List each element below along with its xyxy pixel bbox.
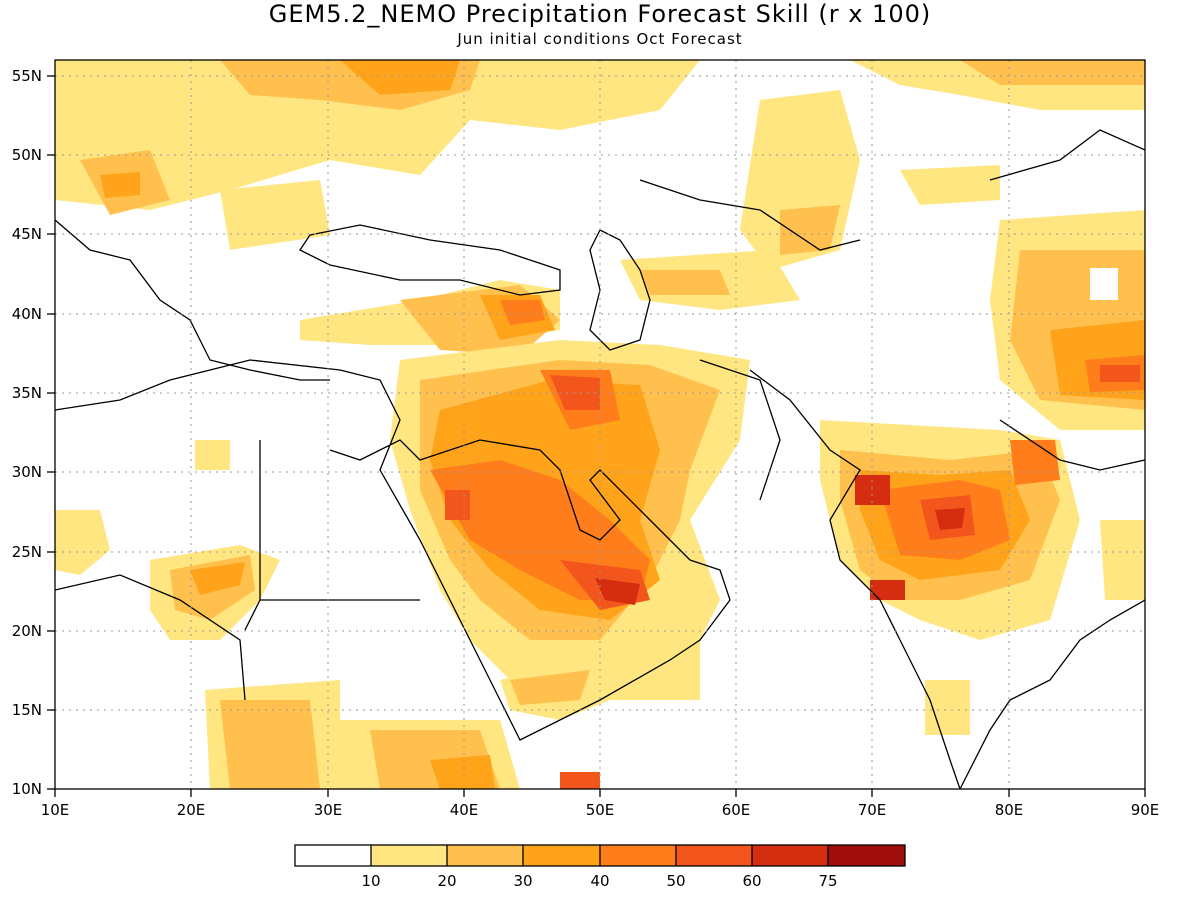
lon-tick-label: 50E bbox=[586, 801, 615, 819]
colorbar-bin bbox=[600, 845, 676, 866]
skill-shading bbox=[55, 60, 1145, 789]
lat-tick-label: 10N bbox=[12, 780, 42, 798]
lat-tick-label: 15N bbox=[12, 701, 42, 719]
graticule bbox=[55, 60, 1145, 789]
colorbar-tick-label: 30 bbox=[513, 872, 532, 890]
colorbar-bin bbox=[447, 845, 523, 866]
lon-tick-label: 30E bbox=[314, 801, 343, 819]
colorbar-tick-label: 20 bbox=[437, 872, 456, 890]
colorbar: 10 20 30 40 50 60 75 bbox=[294, 844, 906, 890]
skill-region-africa bbox=[55, 440, 340, 789]
lon-tick-label: 20E bbox=[177, 801, 206, 819]
colorbar-tick-label: 50 bbox=[666, 872, 685, 890]
colorbar-tick-label: 60 bbox=[742, 872, 761, 890]
skill-region-east bbox=[990, 210, 1145, 430]
skill-region-south-asia bbox=[820, 420, 1145, 735]
lat-tick-label: 40N bbox=[12, 305, 42, 323]
map-subtitle: Jun initial conditions Oct Forecast bbox=[457, 30, 743, 48]
skill-region-northeast bbox=[740, 60, 1145, 270]
lat-tick-label: 20N bbox=[12, 622, 42, 640]
lat-tick-label: 25N bbox=[12, 543, 42, 561]
lat-tick-label: 30N bbox=[12, 463, 42, 481]
colorbar-tick-label: 10 bbox=[361, 872, 380, 890]
lat-tick-label: 45N bbox=[12, 225, 42, 243]
map-title: GEM5.2_NEMO Precipitation Forecast Skill… bbox=[268, 0, 932, 28]
colorbar-bin bbox=[295, 845, 371, 866]
colorbar-bin bbox=[371, 845, 447, 866]
lon-tick-label: 40E bbox=[450, 801, 479, 819]
longitude-labels: 10E 20E 30E 40E 50E 60E 70E 80E 90E bbox=[41, 801, 1160, 819]
colorbar-tick-label: 40 bbox=[590, 872, 609, 890]
lon-tick-label: 10E bbox=[41, 801, 70, 819]
lon-tick-label: 60E bbox=[722, 801, 751, 819]
colorbar-bin bbox=[676, 845, 752, 866]
lon-tick-label: 70E bbox=[858, 801, 887, 819]
lat-tick-label: 35N bbox=[12, 384, 42, 402]
skill-region-anatolia bbox=[300, 250, 800, 355]
colorbar-tick-label: 75 bbox=[818, 872, 837, 890]
colorbar-bin bbox=[523, 845, 600, 866]
skill-region-middle-east bbox=[390, 340, 750, 690]
axis-ticks bbox=[47, 75, 1146, 797]
colorbar-bin bbox=[828, 845, 905, 866]
lon-tick-label: 80E bbox=[995, 801, 1024, 819]
skill-region-yemen bbox=[340, 640, 700, 789]
lon-tick-label: 90E bbox=[1131, 801, 1160, 819]
lat-tick-label: 55N bbox=[12, 67, 42, 85]
latitude-labels: 55N 50N 45N 40N 35N 30N 25N 20N 15N 10N bbox=[12, 67, 42, 798]
lat-tick-label: 50N bbox=[12, 146, 42, 164]
colorbar-bin bbox=[752, 845, 828, 866]
skill-region-europe bbox=[55, 60, 700, 250]
coastlines bbox=[55, 129, 1145, 789]
